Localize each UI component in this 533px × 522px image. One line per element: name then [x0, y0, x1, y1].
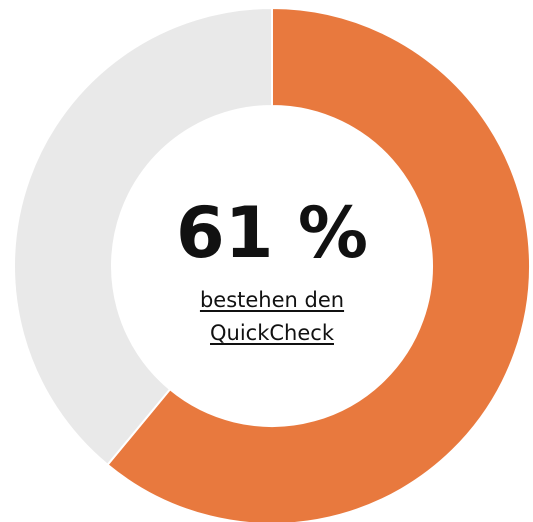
donut-segment — [13, 6, 273, 467]
chart-caption: bestehen den QuickCheck — [199, 288, 345, 345]
donut-segment — [106, 6, 531, 522]
value-label: 61 % — [176, 192, 368, 274]
